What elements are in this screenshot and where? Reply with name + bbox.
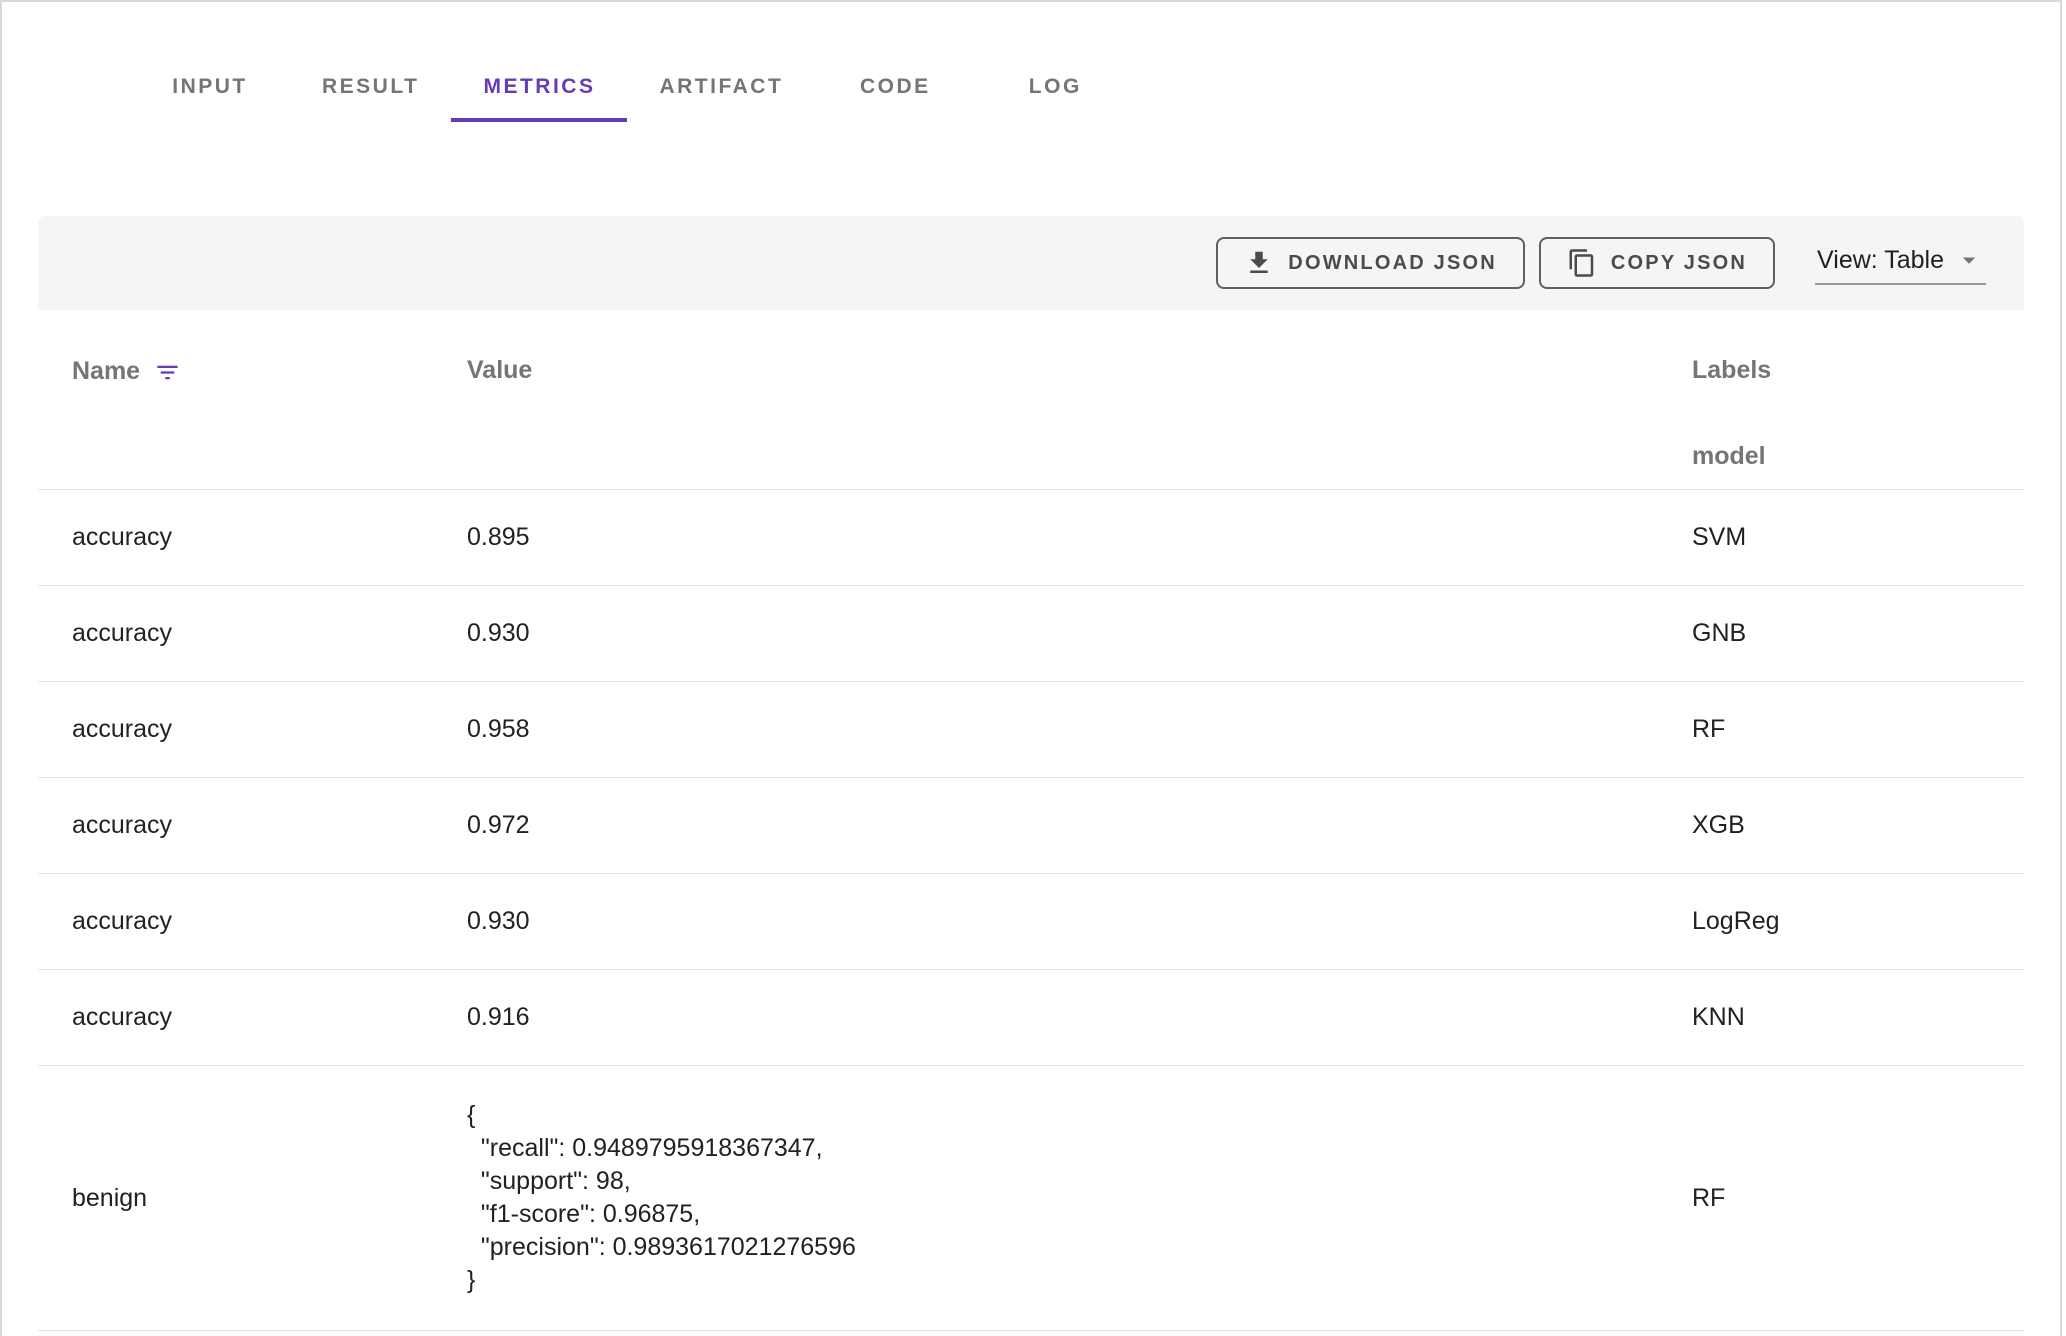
metric-name: accuracy (72, 811, 173, 839)
table-header: Name Value Labels model (38, 310, 2024, 490)
metric-label: XGB (1692, 811, 1745, 839)
table-row: accuracy 0.916 KNN (38, 970, 2024, 1066)
column-header-name: Name (38, 356, 467, 404)
label-key-header: model (1692, 442, 1766, 470)
metric-name: benign (72, 1183, 148, 1212)
table-row: accuracy 0.930 LogReg (38, 874, 2024, 970)
metric-label: LogReg (1692, 907, 1780, 935)
metric-value: 0.972 (467, 811, 530, 839)
table-row: benign { "recall": 0.9489795918367347, "… (38, 1066, 2024, 1331)
tab-input[interactable]: INPUT (130, 56, 290, 122)
metric-value: 0.930 (467, 619, 530, 647)
copy-json-button[interactable]: COPY JSON (1538, 237, 1776, 289)
tab-log[interactable]: LOG (975, 56, 1135, 122)
table-row: accuracy 0.930 GNB (38, 586, 2024, 682)
metric-label: KNN (1692, 1003, 1745, 1031)
filter-icon[interactable] (154, 359, 181, 386)
table-row: accuracy 0.972 XGB (38, 778, 2024, 874)
json-value-block: { "recall": 0.9489795918367347, "support… (467, 1101, 856, 1294)
metric-name: accuracy (72, 619, 173, 647)
name-column-label: Name (72, 357, 141, 385)
table-row: accuracy 0.895 SVM (38, 490, 2024, 586)
column-header-value: Value (467, 356, 533, 384)
metric-name: accuracy (72, 715, 173, 743)
tab-log-label: LOG (1028, 75, 1082, 98)
table-row: accuracy 0.958 RF (38, 682, 2024, 778)
tab-code-label: CODE (859, 75, 931, 98)
tab-bar: INPUT RESULT METRICS ARTIFACT CODE LOG (130, 56, 2060, 122)
copy-json-label: COPY JSON (1610, 251, 1748, 274)
download-json-label: DOWNLOAD JSON (1288, 251, 1497, 274)
tab-metrics-label: METRICS (483, 75, 596, 98)
metric-value-json: { "recall": 0.9489795918367347, "support… (467, 1099, 1692, 1297)
tab-result-label: RESULT (322, 75, 420, 98)
metric-name: accuracy (72, 1003, 173, 1031)
tab-artifact-label: ARTIFACT (659, 75, 784, 98)
metric-label: SVM (1692, 523, 1747, 551)
metrics-card: DOWNLOAD JSON COPY JSON View: Table Name (38, 216, 2024, 1331)
metric-value: 0.930 (467, 907, 530, 935)
chevron-down-icon (1962, 257, 1976, 264)
view-mode-select[interactable]: View: Table (1815, 241, 1986, 285)
metric-label: GNB (1692, 619, 1747, 647)
metric-value: 0.958 (467, 715, 530, 743)
metric-value: 0.895 (467, 523, 530, 551)
tab-metrics[interactable]: METRICS (451, 56, 628, 122)
download-json-button[interactable]: DOWNLOAD JSON (1216, 237, 1525, 289)
tab-artifact[interactable]: ARTIFACT (627, 56, 815, 122)
metric-value: 0.916 (467, 1003, 530, 1031)
metrics-toolbar: DOWNLOAD JSON COPY JSON View: Table (38, 216, 2024, 310)
tab-result[interactable]: RESULT (290, 56, 451, 122)
metric-label: RF (1692, 715, 1726, 743)
download-icon (1250, 251, 1269, 273)
tab-code[interactable]: CODE (815, 56, 975, 122)
metric-name: accuracy (72, 523, 173, 551)
column-header-labels: Labels (1692, 356, 1772, 384)
metric-name: accuracy (72, 907, 173, 935)
tab-input-label: INPUT (172, 75, 248, 98)
view-mode-value: View: Table (1817, 245, 1944, 274)
metric-label: RF (1692, 1183, 1726, 1212)
copy-icon (1569, 249, 1594, 277)
